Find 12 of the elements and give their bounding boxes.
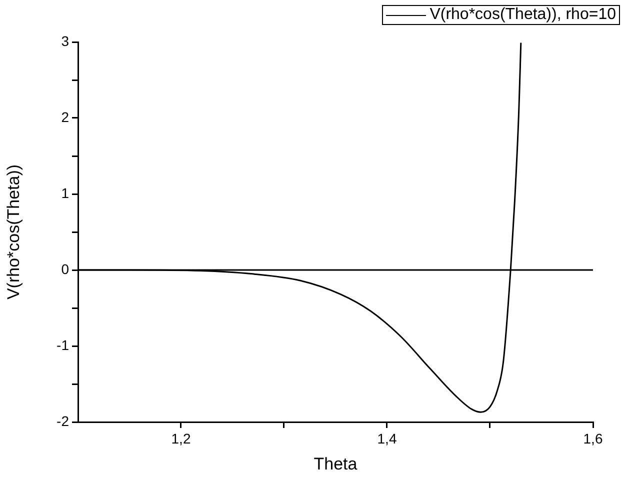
- y-tick-label: -1: [56, 336, 70, 353]
- x-tick-label: 1,2: [171, 430, 191, 446]
- x-axis-title: Theta: [314, 454, 358, 474]
- y-tick-label: 2: [61, 108, 70, 125]
- y-tick-label: -2: [56, 412, 70, 429]
- y-axis-title: V(rho*cos(Theta)): [4, 164, 23, 300]
- x-tick-label: 1,6: [583, 430, 603, 446]
- y-tick-label: 3: [61, 32, 70, 49]
- legend-label: V(rho*cos(Theta)), rho=10: [430, 6, 616, 24]
- x-tick-label: 1,4: [377, 430, 397, 446]
- y-tick-label: 1: [61, 184, 70, 201]
- y-tick-label: 0: [61, 260, 70, 277]
